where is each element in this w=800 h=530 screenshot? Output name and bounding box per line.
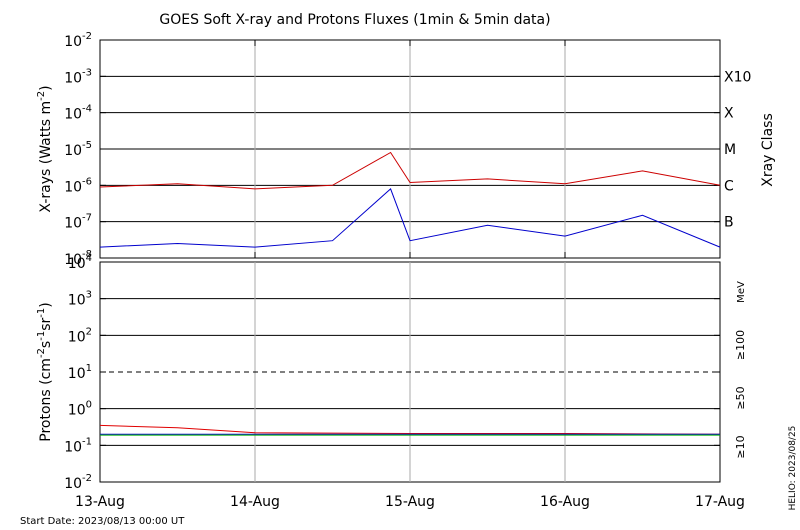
x-axis-tick-labels: 13-Aug 14-Aug 15-Aug 16-Aug 17-Aug <box>75 494 745 510</box>
channel-label-100: ≥100 <box>734 330 747 360</box>
x-tick-label: 13-Aug <box>75 494 125 510</box>
xray-y-tick-labels: 10-2 10-3 10-4 10-5 10-6 10-7 10-8 <box>64 31 720 268</box>
y-tick-label: 102 <box>68 326 92 345</box>
xray-short-series <box>99 188 721 248</box>
start-date-label: Start Date: 2023/08/13 00:00 UT <box>20 516 185 527</box>
y-tick-label: 10-3 <box>64 67 92 86</box>
xray-panel: 10-2 10-3 10-4 10-5 10-6 10-7 10-8 X10 X M C B X-r… <box>36 31 776 482</box>
y-tick-label: 10-6 <box>64 176 92 195</box>
y-tick-label: 10-2 <box>64 473 92 492</box>
channel-label-50: ≥50 <box>734 386 747 409</box>
channel-label-10: ≥10 <box>734 435 747 458</box>
y-tick-label: 104 <box>68 253 92 272</box>
y-tick-label: 10-2 <box>64 31 92 50</box>
xray-long-series <box>99 151 721 190</box>
x-tick-label: 17-Aug <box>695 494 745 510</box>
xray-class-labels: X10 X M C B <box>724 69 751 230</box>
xray-class-label: X <box>724 106 734 122</box>
proton-unit-label: MeV <box>736 281 747 303</box>
protons-10mev-series <box>99 424 721 435</box>
x-tick-label: 16-Aug <box>540 494 590 510</box>
y-tick-label: 10-1 <box>64 436 92 455</box>
proton-y-tick-labels: 104 103 102 101 100 10-1 10-2 <box>64 253 720 492</box>
chart-title: GOES Soft X-ray and Protons Fluxes (1min… <box>159 12 550 28</box>
y-tick-label: 100 <box>68 400 92 419</box>
xray-class-label: X10 <box>724 69 751 85</box>
proton-y-axis-label: Protons (cm-2s-1sr-1) <box>36 302 54 441</box>
y-tick-label: 10-7 <box>64 213 92 232</box>
xray-class-label: C <box>724 178 734 194</box>
xray-class-label: B <box>724 215 734 231</box>
y-tick-label: 103 <box>68 290 92 309</box>
y-tick-label: 10-4 <box>64 104 92 123</box>
y-tick-label: 10-8 <box>64 249 92 268</box>
xray-class-label: M <box>724 142 736 158</box>
x-tick-label: 14-Aug <box>230 494 280 510</box>
x-tick-label: 15-Aug <box>385 494 435 510</box>
y-tick-label: 10-5 <box>64 140 92 159</box>
xray-class-axis-label: Xray Class <box>760 113 776 187</box>
helio-stamp: HELIO: 2023/08/25 <box>788 426 798 511</box>
xray-y-axis-label: X-rays (Watts m-2) <box>36 85 54 212</box>
proton-panel: 104 103 102 101 100 10-1 10-2 Protons (cm-2s-1… <box>36 253 747 492</box>
y-tick-label: 101 <box>68 363 92 382</box>
